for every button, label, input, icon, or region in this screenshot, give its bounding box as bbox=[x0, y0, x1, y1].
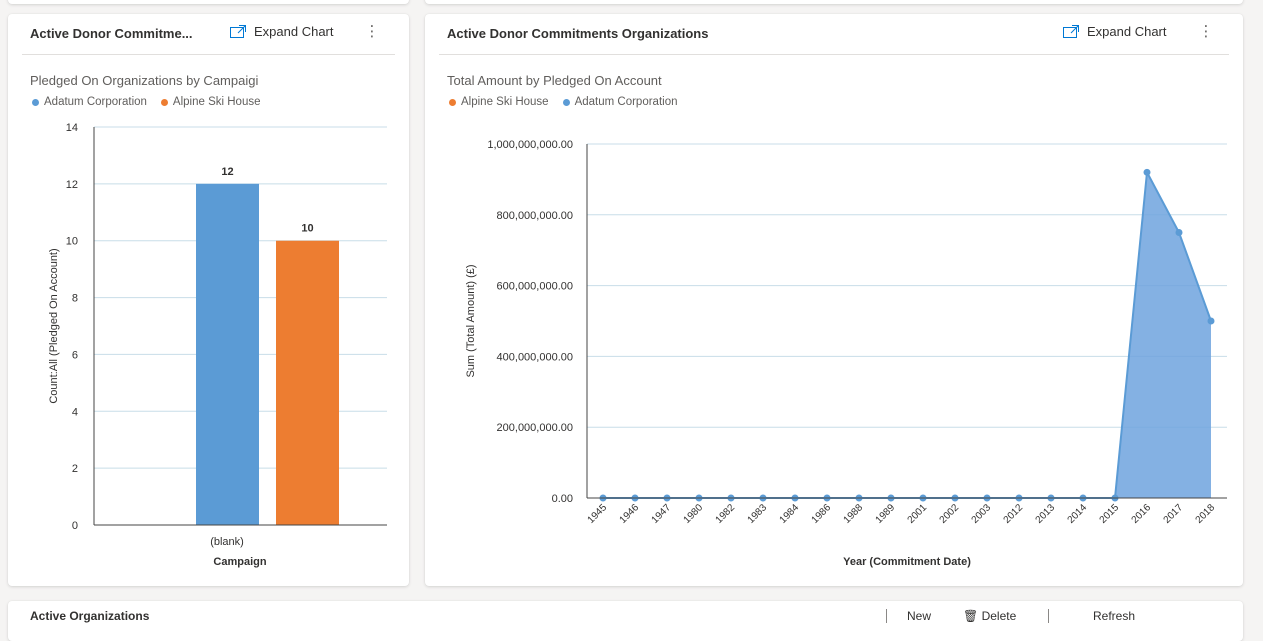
area-x-tick-label: 1980 bbox=[682, 502, 706, 526]
area-y-tick-label: 600,000,000.00 bbox=[497, 281, 573, 293]
refresh-button[interactable]: Refresh bbox=[1048, 609, 1135, 623]
area-series-line bbox=[603, 168, 1212, 499]
left-chart-card: Active Donor Commitme... Expand Chart ⋮ … bbox=[8, 14, 409, 586]
right-card-header: Active Donor Commitments Organizations E… bbox=[439, 14, 1229, 55]
right-more-options-icon[interactable]: ⋮ bbox=[1198, 23, 1214, 40]
area-point[interactable] bbox=[1175, 229, 1183, 236]
delete-button[interactable]: 🗑 Delete bbox=[963, 609, 1016, 623]
bar-y-tick-label: 8 bbox=[72, 293, 78, 305]
area-y-tick-label: 800,000,000.00 bbox=[497, 210, 573, 222]
legend-item-adatum[interactable]: Adatum Corporation bbox=[32, 96, 147, 108]
bar-y-tick-label: 10 bbox=[66, 236, 78, 248]
bar-chart: 0 2 4 6 8 10 12 14 12 10 (blank) Campaign Count:… bbox=[48, 122, 387, 568]
area-chart: 0.00 200,000,000.00 400,000,000.00 600,000,… bbox=[465, 139, 1227, 568]
left-card-header: Active Donor Commitme... Expand Chart ⋮ bbox=[22, 14, 395, 55]
card-above-right bbox=[425, 0, 1243, 4]
left-more-options-icon[interactable]: ⋮ bbox=[364, 23, 380, 40]
legend-item-alpine[interactable]: Alpine Ski House bbox=[449, 96, 549, 108]
bar-adatum[interactable] bbox=[196, 183, 259, 525]
new-button-label: New bbox=[907, 609, 932, 623]
bar-value-label: 10 bbox=[301, 223, 313, 235]
area-x-tick-label: 2015 bbox=[1098, 502, 1122, 526]
right-chart-card: Active Donor Commitments Organizations E… bbox=[425, 14, 1243, 586]
area-x-tick-label: 1946 bbox=[618, 502, 642, 526]
area-y-axis-title: Sum (Total Amount) (£) bbox=[465, 264, 477, 377]
bar-y-axis-title: Count:All (Pledged On Account) bbox=[48, 248, 60, 403]
card-above-left bbox=[8, 0, 409, 4]
area-x-tick-label: 2018 bbox=[1194, 502, 1218, 526]
bar-alpine[interactable] bbox=[276, 240, 339, 525]
left-chart-title: Pledged On Organizations by Campaigi bbox=[30, 73, 259, 88]
right-expand-chart-label: Expand Chart bbox=[1087, 24, 1167, 39]
area-x-tick-label: 2001 bbox=[906, 502, 930, 526]
area-y-tick-label: 1,000,000,000.00 bbox=[487, 139, 573, 151]
legend-label: Alpine Ski House bbox=[172, 96, 261, 108]
bar-y-tick-label: 12 bbox=[66, 179, 78, 191]
area-point[interactable] bbox=[1207, 317, 1215, 325]
area-x-tick-label: 1947 bbox=[650, 502, 674, 526]
area-x-tick-label: 2014 bbox=[1066, 502, 1090, 526]
bar-value-label: 12 bbox=[221, 166, 233, 178]
legend-dot-blue bbox=[32, 98, 39, 106]
legend-item-alpine[interactable]: Alpine Ski House bbox=[160, 96, 261, 108]
bar-category-label: (blank) bbox=[210, 536, 244, 548]
area-y-tick-label: 200,000,000.00 bbox=[497, 422, 573, 434]
bar-y-tick-label: 0 bbox=[72, 520, 78, 532]
bar-y-tick-label: 2 bbox=[72, 463, 78, 475]
area-x-tick-label: 1984 bbox=[778, 502, 802, 526]
bar-y-tick-label: 4 bbox=[72, 406, 78, 418]
legend-label: Alpine Ski House bbox=[461, 96, 549, 108]
area-y-tick-label: 400,000,000.00 bbox=[497, 351, 573, 363]
bar-y-tick-label: 6 bbox=[72, 349, 78, 361]
bottom-card-title: Active Organizations bbox=[30, 609, 150, 623]
right-expand-chart-button[interactable]: Expand Chart bbox=[1063, 24, 1167, 39]
area-x-tick-label: 1945 bbox=[586, 502, 610, 526]
refresh-button-label: Refresh bbox=[1093, 609, 1136, 623]
legend-label: Adatum Corporation bbox=[44, 96, 147, 108]
legend-item-adatum[interactable]: Adatum Corporation bbox=[562, 96, 678, 108]
right-chart-legend: Alpine Ski House Adatum Corporation bbox=[449, 96, 678, 108]
area-point[interactable] bbox=[1143, 168, 1151, 176]
area-x-tick-label: 2016 bbox=[1130, 502, 1154, 526]
delete-button-label: Delete bbox=[981, 609, 1017, 623]
expand-icon bbox=[1063, 25, 1079, 38]
area-x-tick-label: 2012 bbox=[1002, 502, 1026, 526]
area-x-tick-label: 2013 bbox=[1034, 502, 1058, 526]
left-expand-chart-label: Expand Chart bbox=[254, 24, 334, 39]
area-x-tick-label: 2002 bbox=[938, 502, 962, 526]
area-series-adatum[interactable] bbox=[603, 172, 1211, 498]
bar-x-axis-title: Campaign bbox=[213, 556, 266, 568]
area-x-tick-label: 2003 bbox=[970, 502, 994, 526]
area-y-tick-label: 0.00 bbox=[552, 493, 573, 505]
area-x-tick-label: 1988 bbox=[842, 502, 866, 526]
legend-dot-orange bbox=[160, 98, 168, 106]
trash-icon: 🗑 bbox=[963, 609, 979, 623]
expand-icon bbox=[230, 25, 246, 38]
legend-label: Adatum Corporation bbox=[574, 96, 678, 108]
area-x-tick-label: 1986 bbox=[810, 502, 834, 526]
right-chart-title: Total Amount by Pledged On Account bbox=[447, 73, 662, 88]
area-x-tick-label: 2017 bbox=[1162, 502, 1186, 526]
legend-dot-orange bbox=[449, 98, 456, 106]
area-x-tick-label: 1989 bbox=[874, 502, 898, 526]
new-button[interactable]: New bbox=[886, 609, 931, 623]
area-x-tick-label: 1983 bbox=[746, 502, 770, 526]
bottom-grid-card: Active Organizations New 🗑 Delete Refres… bbox=[8, 601, 1243, 641]
area-x-axis-title: Year (Commitment Date) bbox=[843, 556, 971, 568]
left-chart-legend: Adatum Corporation Alpine Ski House bbox=[32, 96, 261, 108]
area-x-tick-label: 1982 bbox=[714, 502, 738, 526]
left-expand-chart-button[interactable]: Expand Chart bbox=[230, 24, 334, 39]
legend-dot-blue bbox=[562, 98, 570, 106]
bar-y-tick-label: 14 bbox=[66, 122, 78, 134]
